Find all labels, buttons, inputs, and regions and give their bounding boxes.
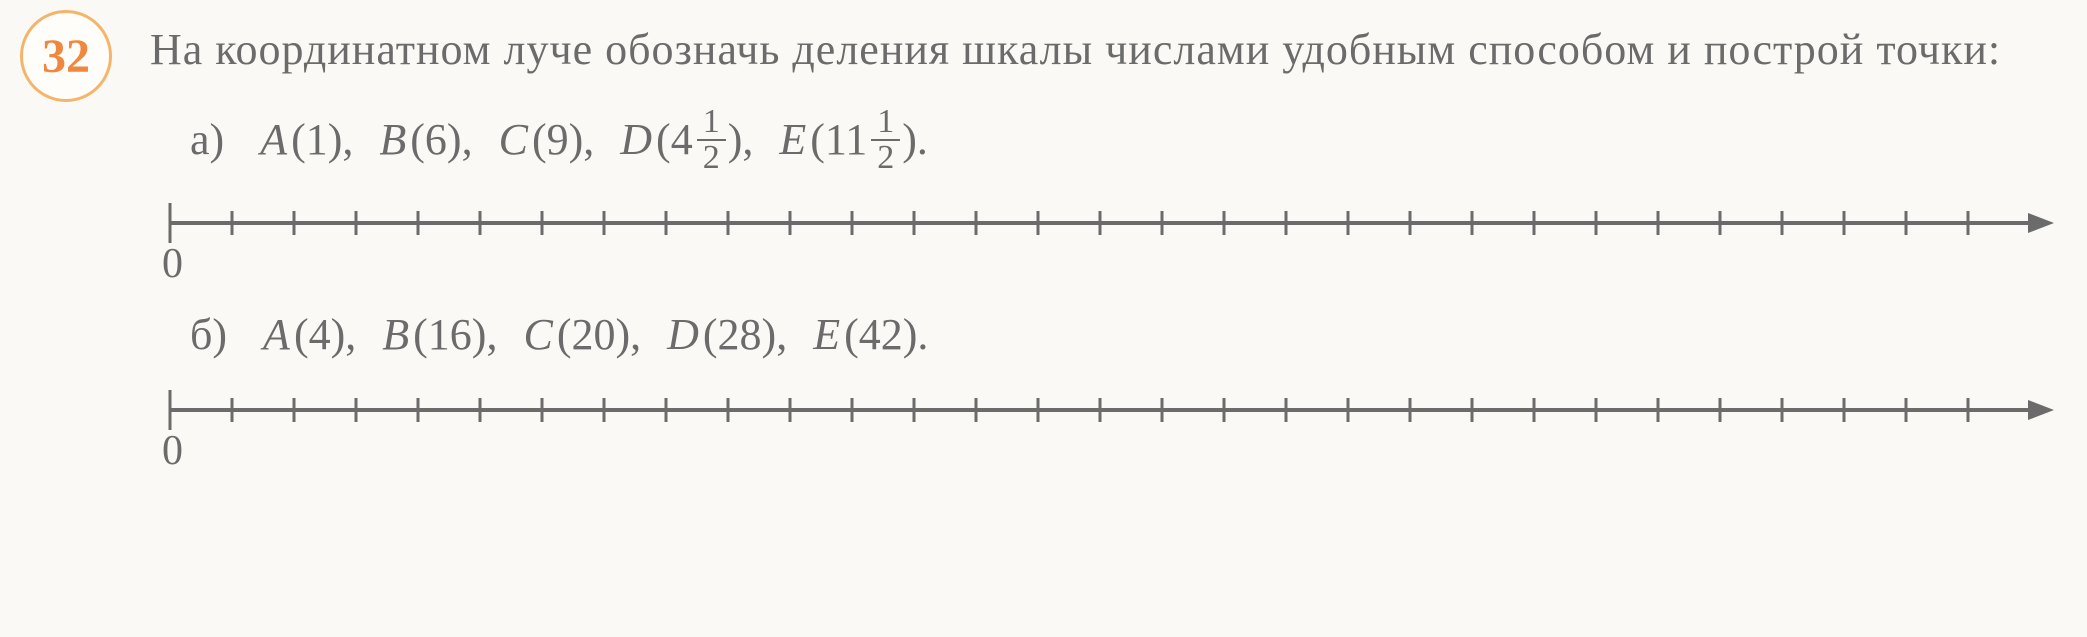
pt-name: C bbox=[499, 114, 528, 167]
pt-name: D bbox=[667, 309, 699, 362]
part-a-points: а) A (1) , B (6) , C (9) , D (4 bbox=[190, 105, 2047, 175]
pt-value: (16) bbox=[413, 309, 486, 362]
axis-a-wrap: 0 bbox=[150, 193, 2047, 283]
pt-sep: , bbox=[583, 114, 594, 167]
pt-suffix: ). bbox=[902, 114, 928, 167]
exercise-number: 32 bbox=[42, 29, 90, 84]
exercise-page: 32 На координатном луче обозначь деления… bbox=[0, 0, 2087, 637]
point-a4: E (11 1 2 ). bbox=[779, 105, 928, 175]
pt-value-mixed: (4 1 2 ) bbox=[656, 105, 742, 175]
pt-suffix: ) bbox=[728, 114, 743, 167]
pt-sep: , bbox=[776, 309, 787, 362]
pt-sep: , bbox=[462, 114, 473, 167]
point-a0: A (1) , bbox=[260, 114, 353, 167]
point-b3: D (28) , bbox=[667, 309, 787, 362]
point-b0: A (4) , bbox=[263, 309, 356, 362]
point-b1: B (16) , bbox=[382, 309, 497, 362]
point-a1: B (6) , bbox=[379, 114, 472, 167]
part-a: а) A (1) , B (6) , C (9) , D (4 bbox=[190, 105, 2047, 175]
pt-sep: , bbox=[630, 309, 641, 362]
pt-sep: , bbox=[342, 114, 353, 167]
point-a3: D (4 1 2 ) , bbox=[620, 105, 753, 175]
pt-sep: , bbox=[345, 309, 356, 362]
pt-value: (6) bbox=[410, 114, 461, 167]
fraction: 1 2 bbox=[697, 105, 726, 175]
part-a-label: а) bbox=[190, 114, 224, 167]
axis-b-wrap: 0 bbox=[150, 380, 2047, 470]
pt-name: E bbox=[813, 309, 840, 362]
pt-value-mixed: (11 1 2 ). bbox=[810, 105, 928, 175]
exercise-number-badge: 32 bbox=[20, 10, 112, 102]
pt-value: (42). bbox=[844, 309, 928, 362]
part-b-label: б) bbox=[190, 309, 227, 362]
pt-name: E bbox=[779, 114, 806, 167]
pt-name: C bbox=[523, 309, 552, 362]
number-line-b: 0 bbox=[150, 380, 2070, 470]
point-a2: C (9) , bbox=[499, 114, 595, 167]
pt-prefix: (11 bbox=[810, 114, 867, 167]
pt-name: B bbox=[382, 309, 409, 362]
frac-num: 1 bbox=[871, 105, 900, 141]
frac-den: 2 bbox=[871, 141, 900, 175]
frac-den: 2 bbox=[697, 141, 726, 175]
pt-value: (20) bbox=[557, 309, 630, 362]
point-b2: C (20) , bbox=[523, 309, 641, 362]
pt-prefix: (4 bbox=[656, 114, 693, 167]
pt-name: A bbox=[263, 309, 290, 362]
pt-name: D bbox=[620, 114, 652, 167]
pt-value: (28) bbox=[703, 309, 776, 362]
frac-num: 1 bbox=[697, 105, 726, 141]
pt-value: (9) bbox=[532, 114, 583, 167]
number-line-a: 0 bbox=[150, 193, 2070, 283]
exercise-instruction: На координатном луче обозначь деления шк… bbox=[150, 20, 2047, 79]
pt-sep: , bbox=[742, 114, 753, 167]
pt-sep: , bbox=[486, 309, 497, 362]
pt-value: (4) bbox=[294, 309, 345, 362]
part-b-points: б) A (4) , B (16) , C (20) , D (28) , bbox=[190, 309, 2047, 362]
point-b4: E (42). bbox=[813, 309, 928, 362]
svg-text:0: 0 bbox=[162, 428, 183, 470]
pt-value: (1) bbox=[291, 114, 342, 167]
fraction: 1 2 bbox=[871, 105, 900, 175]
pt-name: A bbox=[260, 114, 287, 167]
svg-text:0: 0 bbox=[162, 241, 183, 283]
part-b: б) A (4) , B (16) , C (20) , D (28) , bbox=[190, 309, 2047, 362]
pt-name: B bbox=[379, 114, 406, 167]
